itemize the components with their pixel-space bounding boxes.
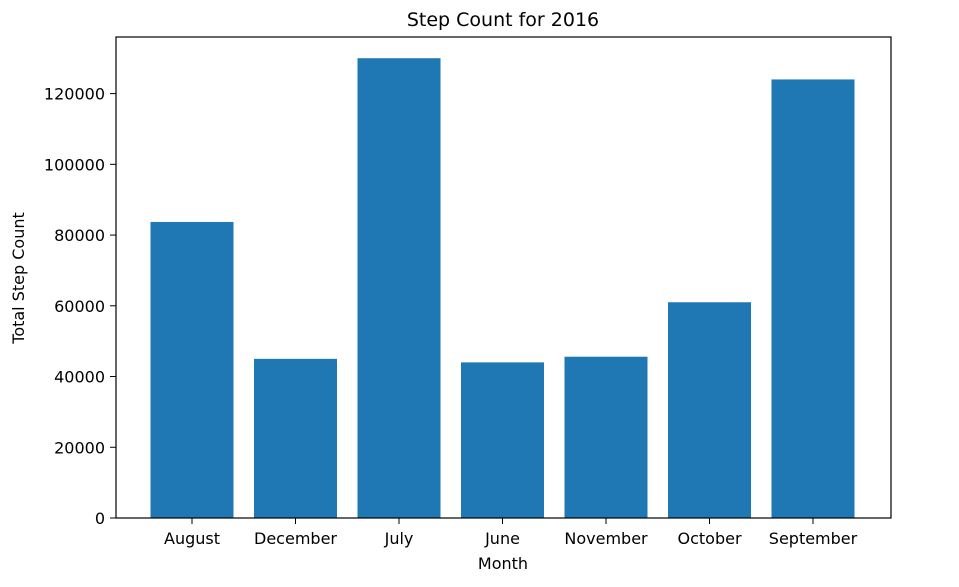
x-tick-label: August: [164, 529, 220, 548]
bars-group: [150, 58, 855, 519]
bar-november: [564, 356, 648, 518]
y-tick-label: 60000: [54, 297, 105, 316]
y-tick-label: 0: [95, 509, 105, 528]
x-axis: August December July June November October Sep…: [164, 518, 858, 548]
x-tick-label: December: [254, 529, 337, 548]
bar-december: [254, 358, 337, 518]
bar-october: [668, 302, 751, 518]
y-axis: 0 20000 40000 60000 80000 100000 120000: [44, 85, 116, 528]
bar-june: [461, 362, 544, 518]
y-tick-label: 120000: [44, 85, 105, 104]
y-tick-label: 100000: [44, 155, 105, 174]
y-axis-label: Total Step Count: [9, 212, 28, 344]
bar-august: [150, 221, 234, 519]
x-tick-label: July: [384, 529, 414, 548]
x-tick-label: September: [769, 529, 858, 548]
bar-september: [771, 79, 855, 519]
x-tick-label: October: [677, 529, 741, 548]
y-tick-label: 20000: [54, 438, 105, 457]
y-tick-label: 40000: [54, 368, 105, 387]
chart-title: Step Count for 2016: [407, 9, 599, 31]
bar-july: [357, 58, 441, 519]
x-tick-label: November: [564, 529, 648, 548]
x-axis-label: Month: [478, 554, 528, 573]
y-tick-label: 80000: [54, 226, 105, 245]
plot-frame: [115, 36, 892, 519]
x-tick-label: June: [484, 529, 520, 548]
